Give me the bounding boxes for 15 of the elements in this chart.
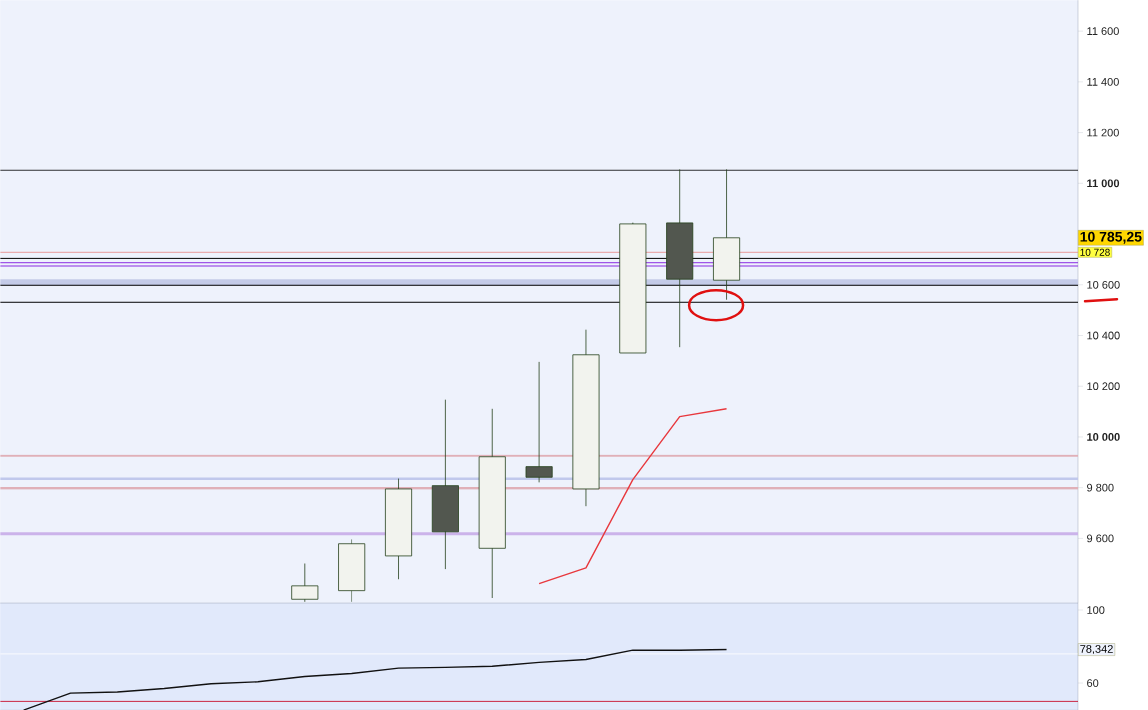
text: 78,342: [1080, 644, 1113, 654]
text: 10 785,25: [1080, 231, 1142, 244]
y-tick-label: 11 200: [1087, 128, 1119, 137]
y-tick-label: 11 000: [1087, 179, 1120, 188]
y-tick-label: 11 400: [1087, 77, 1119, 86]
y-tick-label: 10 000: [1087, 432, 1120, 441]
y-tick-label: 60: [1087, 679, 1099, 687]
y-tick-label: 10 400: [1087, 331, 1120, 340]
y-tick-label: 10 200: [1087, 382, 1120, 390]
y-tick-label: 9 600: [1087, 534, 1114, 543]
y-tick-label: 10 600: [1087, 280, 1120, 289]
ref-line-label: 10 728: [1080, 248, 1110, 256]
y-tick-label: 100: [1087, 606, 1105, 614]
y-tick-label: 11 600: [1087, 27, 1119, 35]
y-tick-label: 9 800: [1087, 483, 1114, 492]
